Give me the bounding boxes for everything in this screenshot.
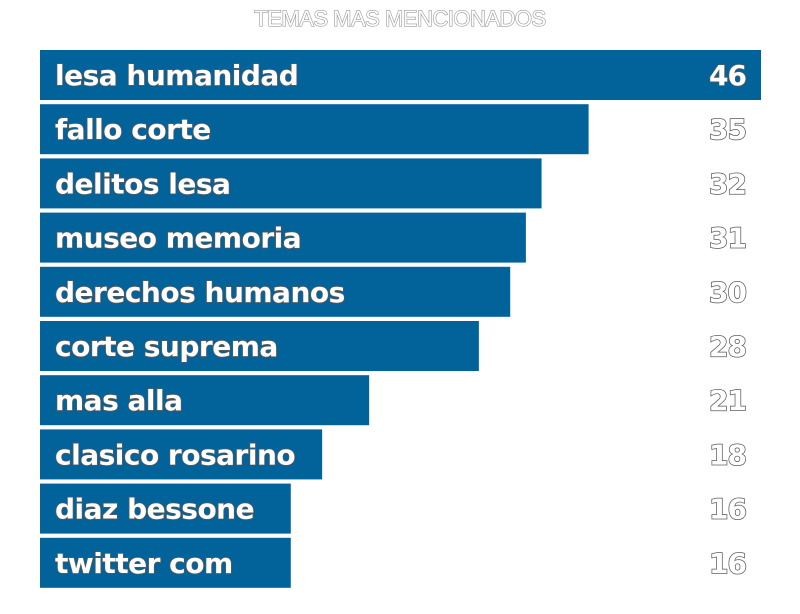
bar-category-label: mas alla (55, 384, 182, 417)
bar-value-label: 21 (709, 384, 746, 417)
bar (40, 266, 511, 317)
bar (40, 483, 291, 534)
bar-category-label: derechos humanos (55, 276, 345, 309)
bar-group: delitos lesa 32 (40, 158, 748, 209)
bar (40, 50, 761, 100)
chart-title: TEMAS MAS MENCIONADOS (254, 6, 547, 32)
bar-value-label: 46 (709, 59, 746, 92)
bar-category-label: twitter com (55, 547, 233, 580)
bars-layer: lesa humanidad 46 fallo corte 35 delitos les… (40, 50, 761, 588)
bar (40, 212, 526, 263)
bar-group: clasico rosarino 18 (40, 429, 748, 480)
bar-category-label: diaz bessone (55, 493, 254, 526)
bar-value-label: 30 (709, 276, 746, 309)
bar (40, 158, 542, 209)
bar (40, 375, 370, 426)
bar-category-label: museo memoria (55, 222, 301, 255)
bar-value-label: 31 (709, 222, 746, 255)
bar-category-label: fallo corte (55, 113, 211, 146)
bar-value-label: 32 (709, 167, 746, 200)
bar (40, 429, 323, 480)
bar-value-label: 35 (709, 113, 746, 146)
bar-category-label: clasico rosarino (55, 438, 295, 471)
bar-value-label: 16 (709, 493, 746, 526)
bar-category-label: corte suprema (55, 330, 278, 363)
bar-group: corte suprema 28 (40, 321, 748, 371)
bar-value-label: 18 (709, 438, 746, 471)
bar-group: lesa humanidad 46 (40, 50, 761, 100)
bar-group: twitter com 16 (40, 537, 748, 588)
bar (40, 104, 589, 155)
bar (40, 537, 291, 588)
bar-group: derechos humanos 30 (40, 266, 748, 317)
bar-group: fallo corte 35 (40, 104, 748, 155)
bar-group: museo memoria 31 (40, 212, 748, 263)
bar-category-label: lesa humanidad (55, 59, 298, 92)
bar-category-label: delitos lesa (55, 167, 230, 200)
bar-value-label: 28 (709, 330, 746, 363)
bar-group: diaz bessone 16 (40, 483, 748, 534)
bar-group: mas alla 21 (40, 375, 748, 426)
bar-value-label: 16 (709, 547, 746, 580)
bar (40, 321, 479, 371)
